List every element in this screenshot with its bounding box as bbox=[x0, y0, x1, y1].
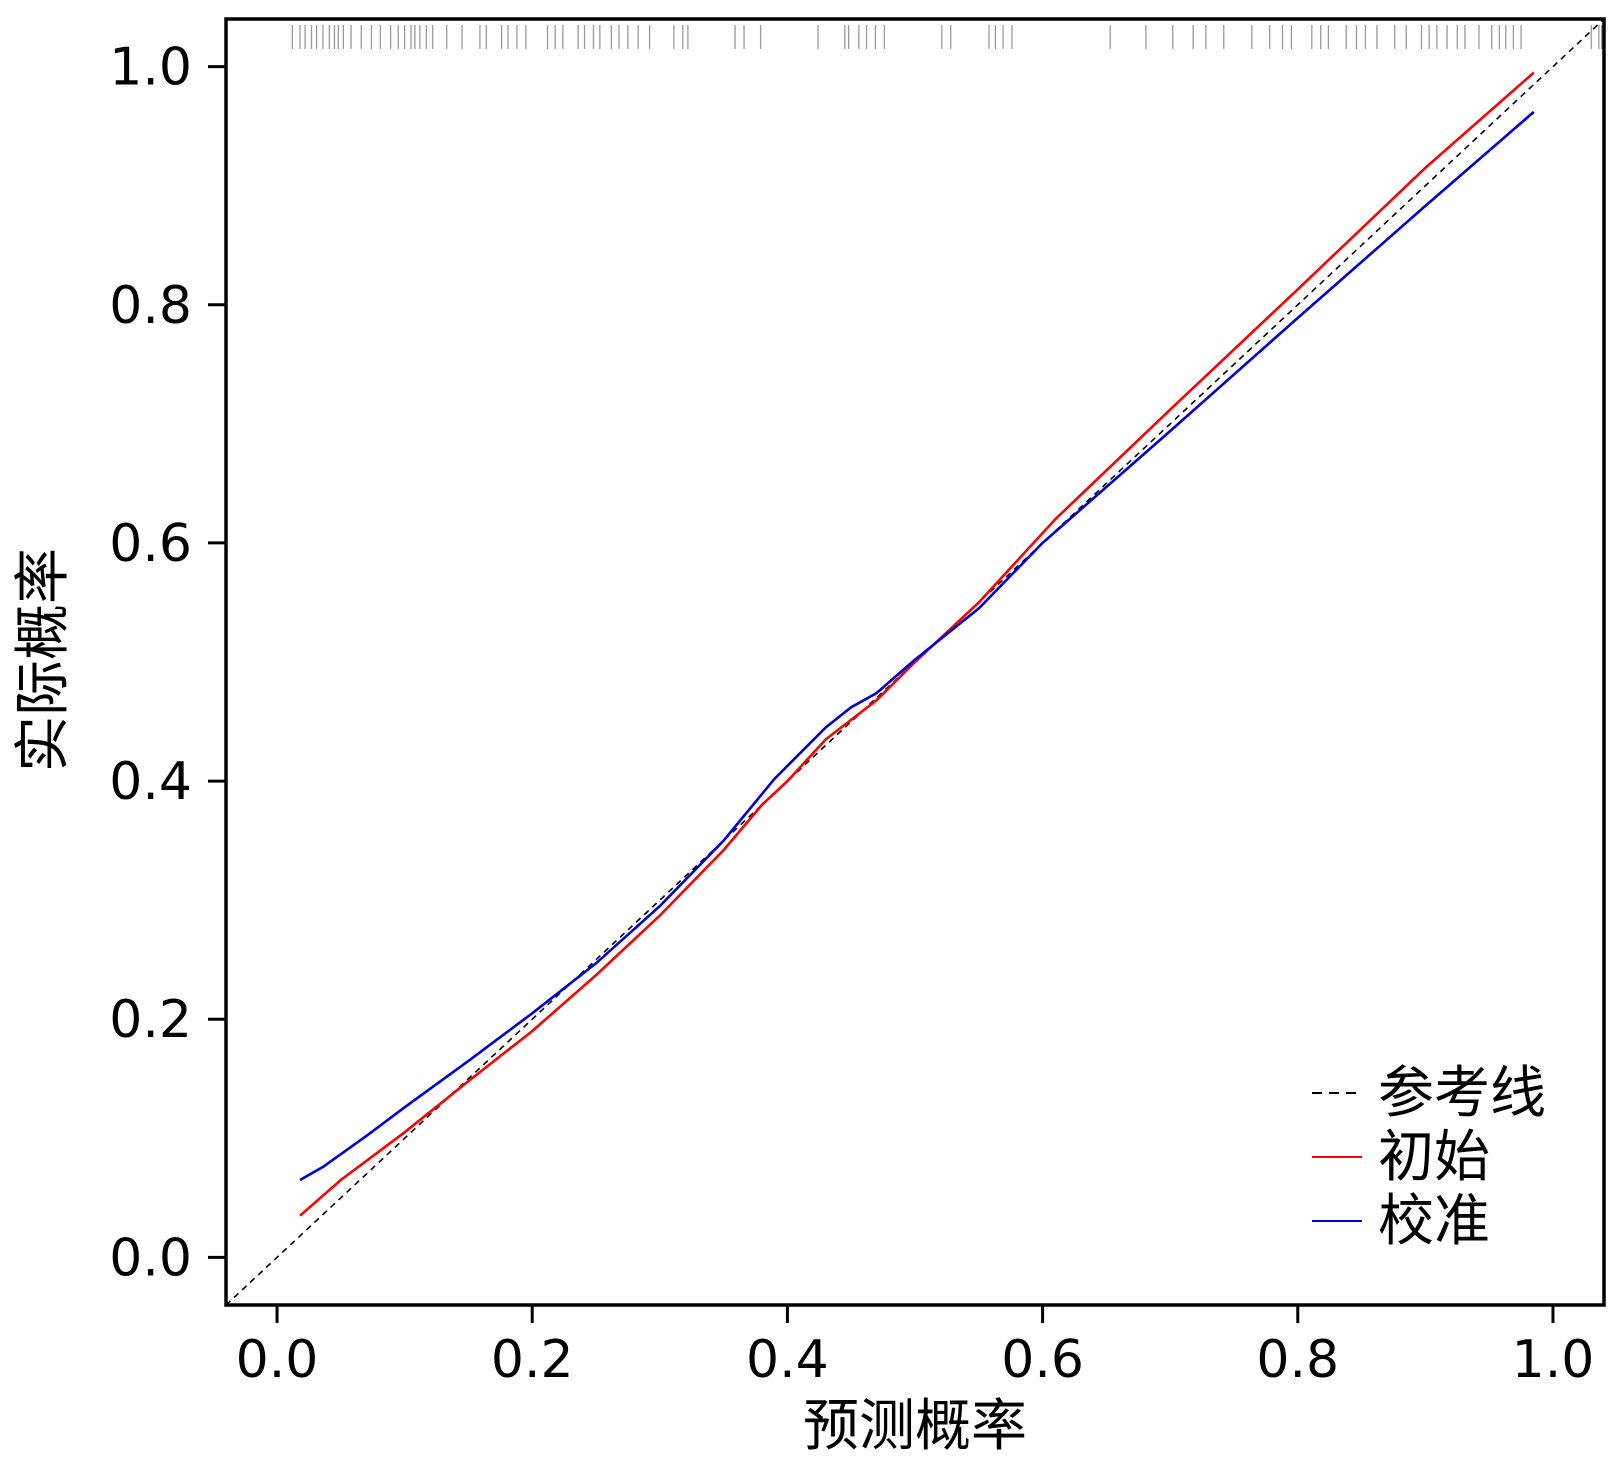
y-axis-label: 实际概率 bbox=[11, 548, 76, 772]
series-lines bbox=[225, 18, 1605, 1306]
y-tick-label-1: 0.2 bbox=[109, 990, 192, 1050]
initial-line bbox=[299, 71, 1535, 1217]
x-tick-label-5: 1.0 bbox=[1512, 1330, 1595, 1390]
x-axis-label: 预测概率 bbox=[803, 1394, 1027, 1459]
calibrated-line bbox=[299, 110, 1535, 1182]
legend-label-calibrated: 校准 bbox=[1378, 1189, 1490, 1254]
x-tick-label-2: 0.4 bbox=[746, 1330, 829, 1390]
plot-frame bbox=[224, 17, 1606, 1307]
y-tick-label-3: 0.6 bbox=[109, 514, 192, 574]
x-tick-label-4: 0.8 bbox=[1256, 1330, 1339, 1390]
y-tick-label-2: 0.4 bbox=[109, 752, 192, 812]
y-tick-label-4: 0.8 bbox=[109, 276, 192, 336]
axis-ticks: 0.0 0.2 0.4 0.6 0.8 1.0 0.0 0.2 0.4 0.6 0.8 1.0 bbox=[109, 38, 1594, 1390]
x-tick-label-1: 0.2 bbox=[491, 1330, 574, 1390]
x-tick-label-0: 0.0 bbox=[236, 1330, 319, 1390]
legend-label-initial: 初始 bbox=[1378, 1125, 1490, 1190]
x-tick-label-3: 0.6 bbox=[1001, 1330, 1084, 1390]
y-tick-label-0: 0.0 bbox=[109, 1228, 192, 1288]
y-tick-label-5: 1.0 bbox=[109, 38, 192, 98]
legend-label-reference: 参考线 bbox=[1378, 1061, 1546, 1126]
legend: 参考线 初始 校准 bbox=[1312, 1061, 1546, 1254]
rug-marks bbox=[291, 25, 1603, 49]
